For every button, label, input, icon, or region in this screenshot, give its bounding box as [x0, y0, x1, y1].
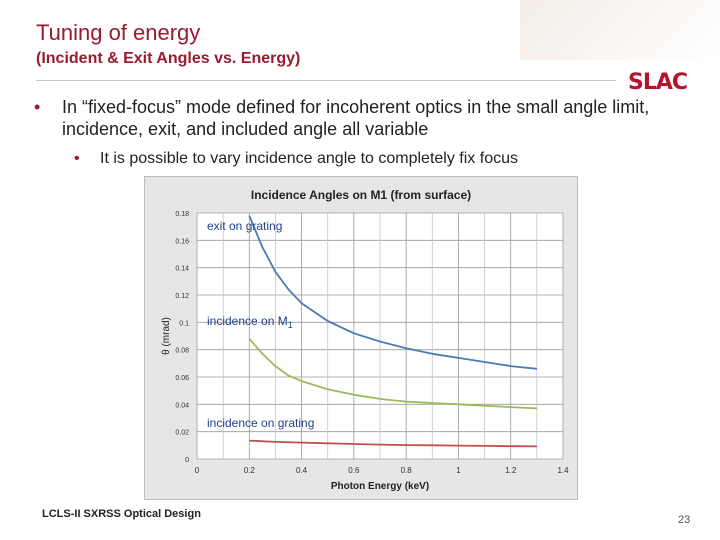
incidence-angle-chart: Incidence Angles on M1 (from surface) 00…	[161, 188, 569, 492]
slac-logo: SLAC	[628, 70, 688, 95]
y-tick-label: 0.02	[175, 430, 189, 437]
title-divider	[36, 80, 616, 81]
annotation-incidence-on-grating: incidence on grating	[207, 416, 314, 430]
y-tick-label: 0.08	[175, 348, 189, 355]
x-tick-label: 1	[456, 466, 461, 475]
x-tick-label: 1.2	[505, 466, 517, 475]
chart-title: Incidence Angles on M1 (from surface)	[251, 188, 471, 202]
chart-grid	[196, 212, 564, 460]
x-tick-label: 0.4	[296, 466, 308, 475]
annotation-exit-on-grating: exit on grating	[207, 219, 282, 233]
chart-series	[248, 215, 537, 448]
x-tick-label: 0.2	[244, 466, 256, 475]
header-background	[520, 0, 720, 60]
bullet-level-1: • In “fixed-focus” mode defined for inco…	[34, 96, 684, 140]
annotation-m1-prefix: incidence on M	[207, 314, 288, 328]
x-tick-label: 1.4	[557, 466, 569, 475]
x-tick-label: 0.8	[401, 466, 413, 475]
series-line-incidence-m1	[248, 338, 537, 410]
page-number: 23	[678, 514, 691, 526]
x-axis-ticks: 0 0.2 0.4 0.6 0.8 1 1.2 1.4	[195, 466, 569, 475]
slide-subtitle: (Incident & Exit Angles vs. Energy)	[36, 50, 301, 67]
bullet-icon: •	[34, 97, 41, 117]
y-tick-label: 0	[185, 457, 189, 464]
footer-label: LCLS-II SXRSS Optical Design	[42, 508, 201, 520]
bullet-text-1: In “fixed-focus” mode defined for incohe…	[62, 97, 650, 139]
series-line-exit	[248, 215, 537, 370]
y-tick-label: 0.14	[175, 266, 189, 273]
y-axis-ticks: 0 0.02 0.04 0.06 0.08 0.1 0.12 0.14 0.16 0.18	[175, 211, 189, 464]
x-axis-label: Photon Energy (keV)	[331, 481, 429, 492]
annotation-incidence-on-m1: incidence on M1	[207, 314, 293, 330]
y-axis-label: θ (mrad)	[161, 317, 172, 355]
x-tick-label: 0.6	[348, 466, 360, 475]
slide-title: Tuning of energy	[36, 20, 201, 45]
y-tick-label: 0.1	[179, 320, 189, 327]
bullet-icon: •	[74, 150, 80, 167]
annotation-m1-subscript: 1	[288, 320, 293, 330]
y-tick-label: 0.12	[175, 293, 189, 300]
y-tick-label: 0.04	[175, 402, 189, 409]
y-tick-label: 0.18	[175, 211, 189, 218]
y-tick-label: 0.06	[175, 375, 189, 382]
series-line-incidence-grating	[249, 439, 537, 448]
y-tick-label: 0.16	[175, 238, 189, 245]
bullet-text-2: It is possible to vary incidence angle t…	[100, 150, 518, 167]
bullet-level-2: • It is possible to vary incidence angle…	[74, 149, 674, 169]
x-tick-label: 0	[195, 466, 200, 475]
